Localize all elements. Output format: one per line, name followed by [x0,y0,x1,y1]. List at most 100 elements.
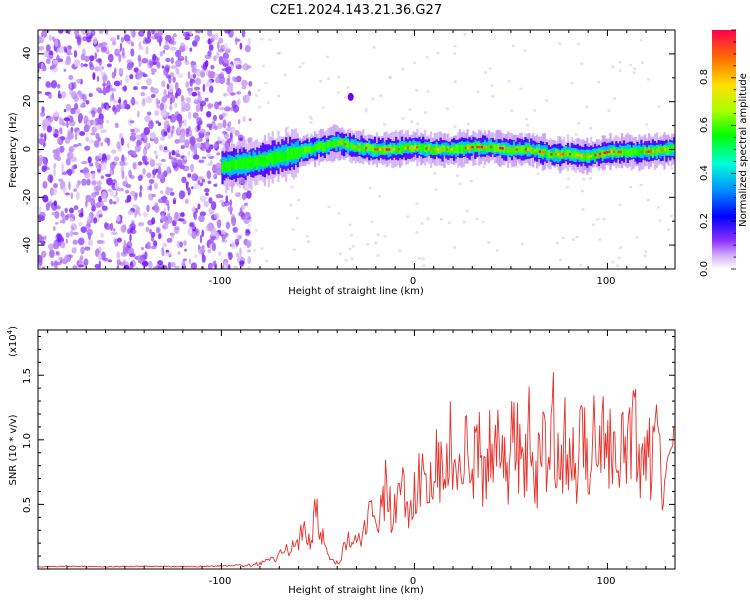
noise-cell [244,44,251,53]
noise-cell [413,61,416,64]
ridge-core-cell [578,154,581,157]
noise-cell [97,137,101,142]
noise-cell [289,203,293,207]
ridge-cell [406,142,409,151]
noise-cell [147,111,152,116]
noise-cell [187,71,191,79]
noise-cell [55,205,61,210]
noise-cell [136,69,143,79]
noise-cell [76,191,80,201]
noise-cell [180,94,185,103]
noise-cell [199,128,206,134]
noise-cell [487,241,491,244]
ridge-cell [653,145,656,154]
noise-cell [224,30,231,34]
noise-cell [227,251,232,256]
noise-cell [78,212,84,218]
noise-cell [277,94,280,98]
ridge-cell [250,158,253,170]
noise-cell [130,128,135,133]
noise-cell [235,36,238,46]
noise-cell [647,78,651,81]
noise-cell [167,212,171,219]
noise-cell [153,240,158,247]
noise-cell [122,259,127,266]
noise-cell [235,192,241,198]
noise-cell [113,156,120,161]
noise-cell [187,187,191,196]
ridge-cell [256,156,259,169]
noise-cell [231,241,236,250]
noise-cell [247,256,252,265]
noise-cell [190,60,195,69]
noise-cell [191,146,198,153]
noise-cell [649,135,652,138]
noise-cell [85,100,90,105]
noise-cell [327,205,331,209]
noise-cell [199,182,204,186]
ridge-cell [427,144,431,151]
noise-cell [76,130,81,136]
ridge-core-cell [529,148,532,151]
noise-cell [166,237,173,243]
snr-x-axis-label: Height of straight line (km) [288,585,424,596]
noise-cell [245,228,250,233]
ridge-core-cell [446,148,449,151]
noise-cell [185,81,190,88]
noise-cell [195,68,202,77]
noise-cell [172,76,176,83]
noise-cell [177,72,184,79]
noise-cell [41,236,47,241]
noise-cell [76,182,80,189]
ridge-cell [503,145,506,154]
noise-cell [184,198,189,204]
noise-cell [349,234,353,237]
noise-cell [241,79,248,87]
noise-cell [123,99,128,106]
spectrogram-y-tick-label: -40 [22,237,33,253]
noise-cell [57,90,61,97]
noise-cell [482,165,486,169]
noise-cell [65,232,70,239]
colorbar-tick-label: 0.6 [699,117,710,133]
noise-cell [81,30,87,35]
noise-cell [582,177,586,181]
noise-cell [102,153,107,161]
ridge-core-cell [480,145,483,149]
noise-cell [348,247,352,251]
noise-cell [202,83,206,93]
ridge-cell [294,148,297,159]
noise-cell [221,112,226,118]
noise-cell [56,47,61,53]
noise-cell [70,107,76,115]
noise-cell [221,264,225,269]
noise-cell [64,59,71,66]
noise-cell [105,178,111,185]
noise-cell [49,187,55,196]
noise-cell [147,30,152,39]
noise-cell [207,70,212,79]
noise-cell [184,248,187,252]
noise-cell [155,226,160,234]
noise-cell [59,127,63,135]
noise-cell [136,81,140,86]
noise-cell [80,226,87,233]
ridge-core-cell [434,148,437,151]
noise-cell [166,166,171,174]
noise-cell [85,223,92,230]
ridge-cell [454,144,458,153]
ridge-core-cell [605,151,609,154]
noise-cell [59,180,66,190]
noise-cell [261,64,265,68]
ridge-core-cell [510,148,514,151]
noise-cell [88,92,93,98]
noise-cell [207,222,215,232]
noise-cell [91,110,96,118]
noise-cell [83,63,88,67]
ridge-cell [231,159,234,169]
noise-cell [109,190,115,197]
noise-cell [77,142,82,147]
noise-cell [159,35,162,44]
noise-cell [406,215,410,218]
noise-cell [325,55,329,59]
